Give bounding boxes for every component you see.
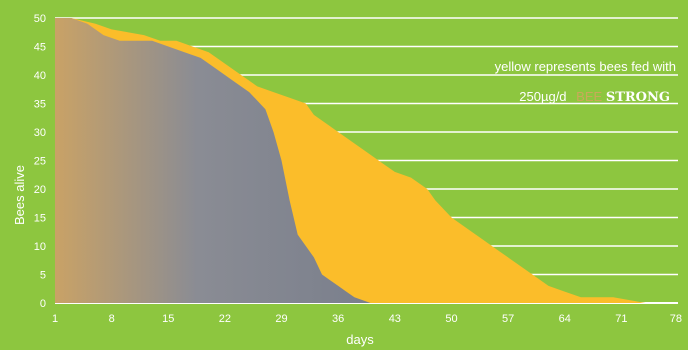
y-axis-title: Bees alive bbox=[12, 165, 27, 225]
x-tick-label: 29 bbox=[275, 313, 287, 325]
x-tick-label: 78 bbox=[670, 313, 682, 325]
brand-prefix: BEE bbox=[576, 89, 602, 104]
y-tick-label: 45 bbox=[34, 42, 46, 54]
x-tick-label: 15 bbox=[162, 313, 174, 325]
x-tick-label: 50 bbox=[445, 313, 457, 325]
x-axis-title: days bbox=[346, 332, 374, 347]
x-tick-label: 64 bbox=[559, 313, 571, 325]
y-tick-label: 30 bbox=[34, 127, 46, 139]
y-tick-label: 20 bbox=[34, 184, 46, 196]
y-tick-label: 10 bbox=[34, 241, 46, 253]
x-tick-label: 22 bbox=[219, 313, 231, 325]
x-tick-label: 57 bbox=[502, 313, 514, 325]
series-areas bbox=[55, 18, 646, 303]
y-tick-label: 15 bbox=[34, 213, 46, 225]
y-tick-label: 50 bbox=[34, 13, 46, 25]
x-tick-label: 36 bbox=[332, 313, 344, 325]
annotation-line-1: yellow represents bees fed with bbox=[495, 59, 676, 74]
series-area-gray bbox=[55, 18, 371, 303]
y-tick-label: 25 bbox=[34, 156, 46, 168]
y-tick-label: 40 bbox=[34, 70, 46, 82]
x-tick-label: 8 bbox=[109, 313, 115, 325]
annotation-line-2: 250µg/d BEE STRONG bbox=[519, 89, 670, 105]
y-tick-label: 0 bbox=[40, 298, 46, 310]
annotation-dose: 250µg/d bbox=[519, 89, 566, 104]
x-tick-label: 43 bbox=[389, 313, 401, 325]
y-tick-labels: 0 5 10 15 20 25 30 35 40 45 50 bbox=[34, 13, 46, 310]
y-tick-label: 5 bbox=[40, 270, 46, 282]
brand-strong: STRONG bbox=[606, 90, 670, 105]
x-tick-label: 1 bbox=[52, 313, 58, 325]
y-tick-label: 35 bbox=[34, 99, 46, 111]
x-tick-label: 71 bbox=[615, 313, 627, 325]
x-tick-labels: 1 8 15 22 29 36 43 50 57 64 71 78 bbox=[52, 313, 682, 325]
